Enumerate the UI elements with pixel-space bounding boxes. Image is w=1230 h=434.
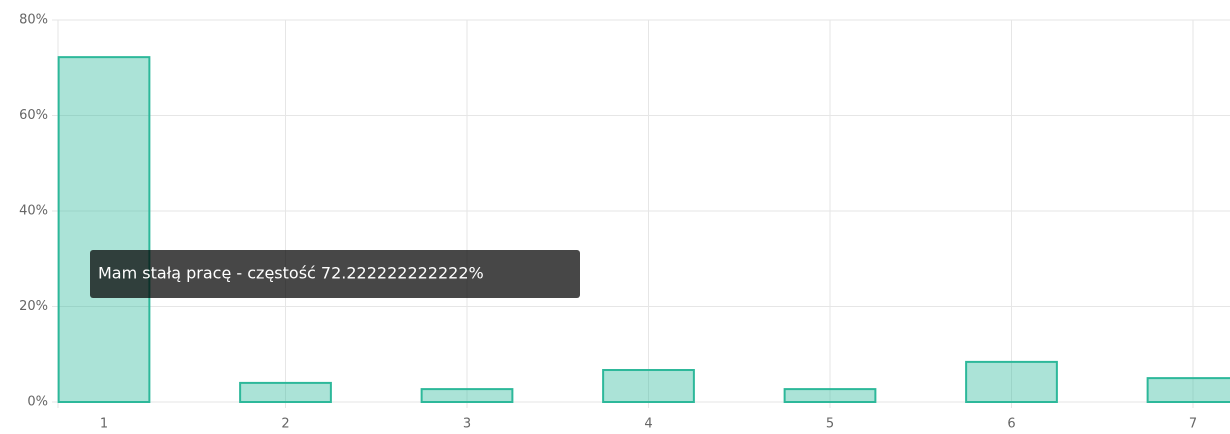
- bar: [783, 388, 877, 404]
- y-tick-label: 80%: [19, 13, 48, 28]
- x-tick-label: 4: [644, 417, 652, 432]
- x-tick-label: 3: [463, 417, 471, 432]
- x-tick-label: 6: [1007, 417, 1015, 432]
- x-tick-label: 1: [100, 417, 108, 432]
- y-tick-label: 60%: [19, 108, 48, 123]
- bar: [602, 369, 695, 404]
- y-tick-label: 0%: [27, 395, 48, 410]
- x-tick-label: 2: [281, 417, 289, 432]
- bar: [420, 388, 514, 404]
- tooltip-box: [90, 250, 580, 298]
- bar: [1146, 377, 1230, 403]
- x-tick-label: 5: [826, 417, 834, 432]
- y-tick-label: 40%: [19, 204, 48, 219]
- bar: [965, 360, 1058, 404]
- x-tick-label: 7: [1189, 417, 1197, 432]
- y-tick-label: 20%: [19, 299, 48, 314]
- tooltip-text: Mam stałą pracę - częstość 72.2222222222…: [98, 264, 484, 283]
- bar: [239, 381, 332, 403]
- bar: [57, 56, 151, 404]
